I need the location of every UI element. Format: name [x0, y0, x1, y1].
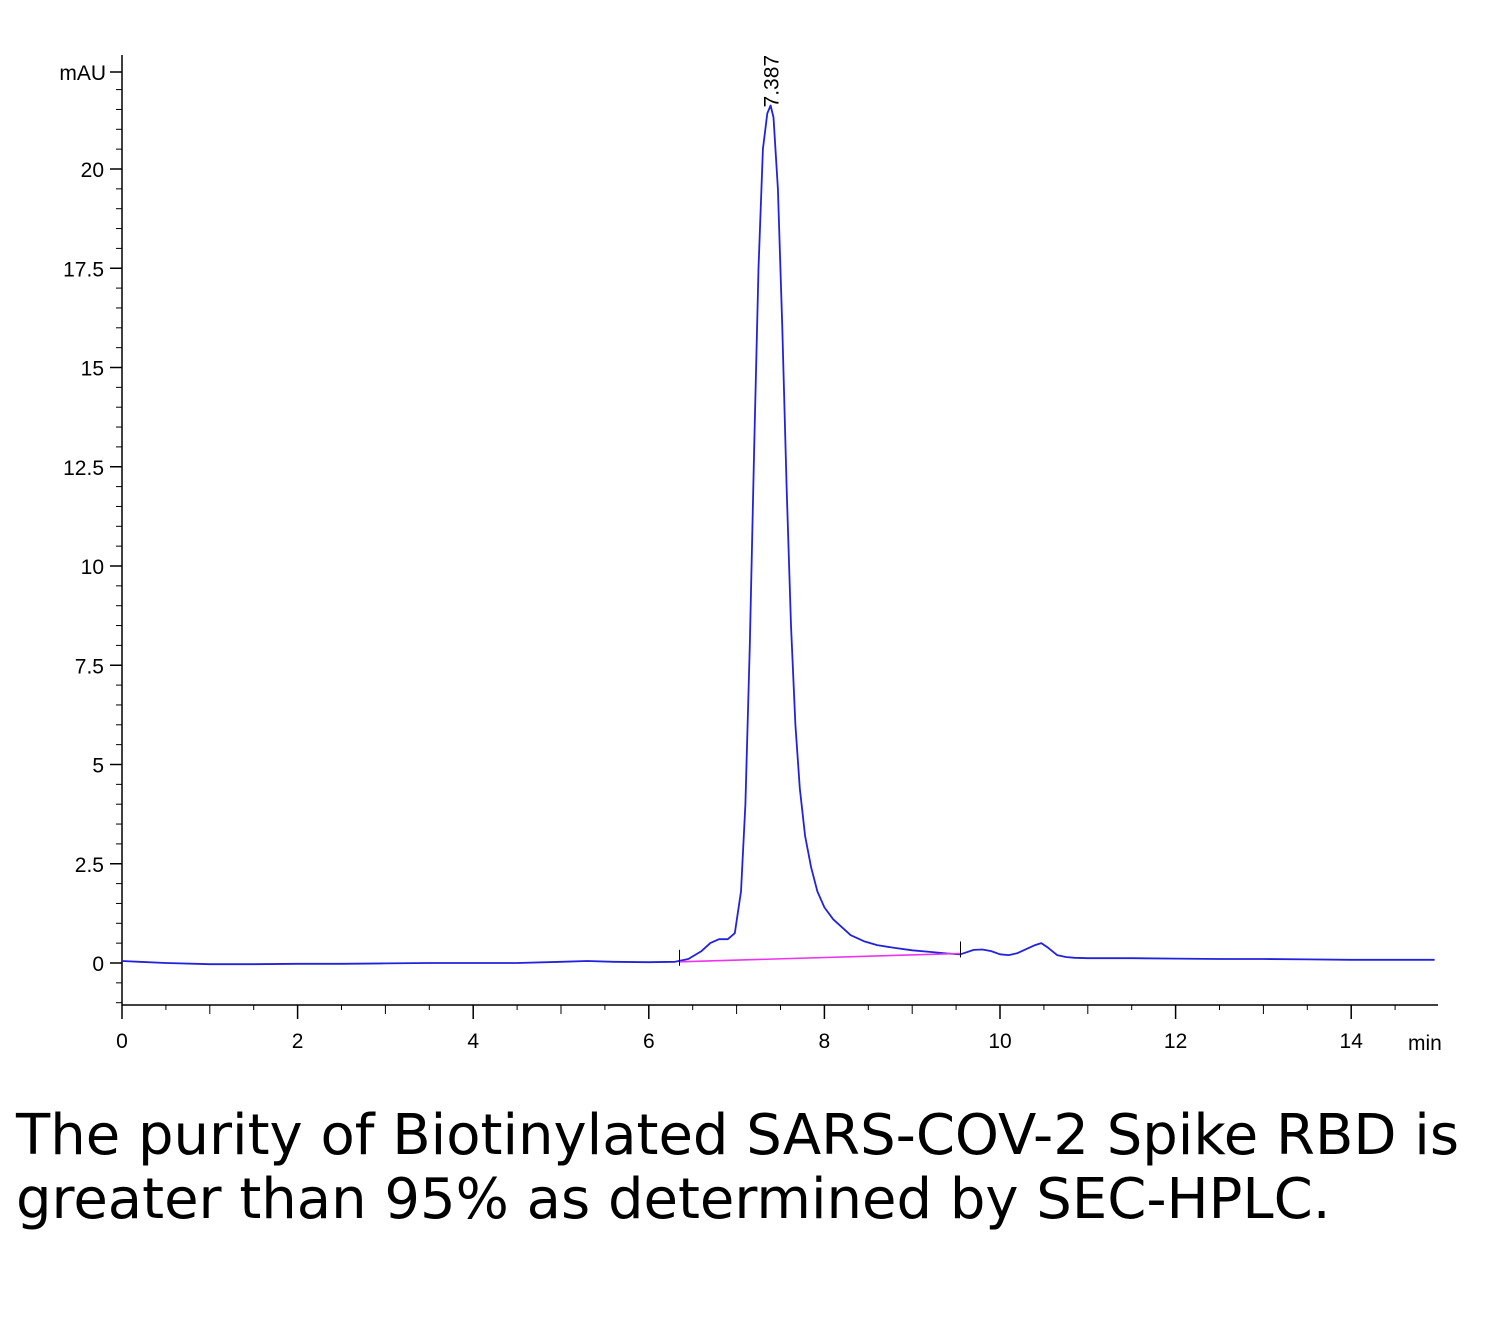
y-tick-label: 0 — [92, 953, 104, 976]
y-tick-label: 7.5 — [75, 655, 104, 678]
x-tick-label: 4 — [467, 1030, 479, 1053]
baseline-line — [679, 952, 961, 963]
x-tick-label: 6 — [643, 1030, 655, 1053]
chromatogram-trace — [121, 104, 1435, 966]
x-ticks: 0 2 4 6 8 10 12 14 — [116, 1005, 1396, 1053]
plot-area: 0 2.5 5 7.5 10 12.5 15 17.5 20 0 2 4 6 8 10 12 14 mAU m… — [59, 55, 1442, 1055]
x-unit-label: min — [1408, 1032, 1442, 1055]
y-tick-label: 10 — [81, 556, 104, 579]
peak-label: 7.387 — [761, 55, 784, 108]
x-tick-label: 2 — [292, 1030, 304, 1053]
y-tick-label: 5 — [92, 755, 104, 778]
y-ticks: 0 2.5 5 7.5 10 12.5 15 17.5 20 — [63, 71, 122, 1004]
figure-caption: The purity of Biotinylated SARS-COV-2 Sp… — [16, 1103, 1460, 1232]
chromatogram-chart: 0 2.5 5 7.5 10 12.5 15 17.5 20 0 2 4 6 8 10 12 14 mAU m… — [59, 55, 1442, 1055]
x-tick-label: 12 — [1164, 1030, 1187, 1053]
y-unit-label: mAU — [59, 62, 106, 85]
y-tick-label: 17.5 — [63, 258, 104, 281]
y-tick-label: 2.5 — [75, 854, 104, 877]
y-tick-label: 15 — [81, 358, 104, 381]
x-tick-label: 0 — [116, 1030, 128, 1053]
x-tick-label: 10 — [988, 1030, 1011, 1053]
x-tick-label: 8 — [819, 1030, 831, 1053]
series-group — [121, 104, 1435, 966]
y-tick-label: 20 — [81, 159, 104, 182]
x-tick-label: 14 — [1340, 1030, 1364, 1053]
y-tick-label: 12.5 — [63, 457, 104, 480]
annotation-group: 7.387 — [761, 55, 784, 108]
